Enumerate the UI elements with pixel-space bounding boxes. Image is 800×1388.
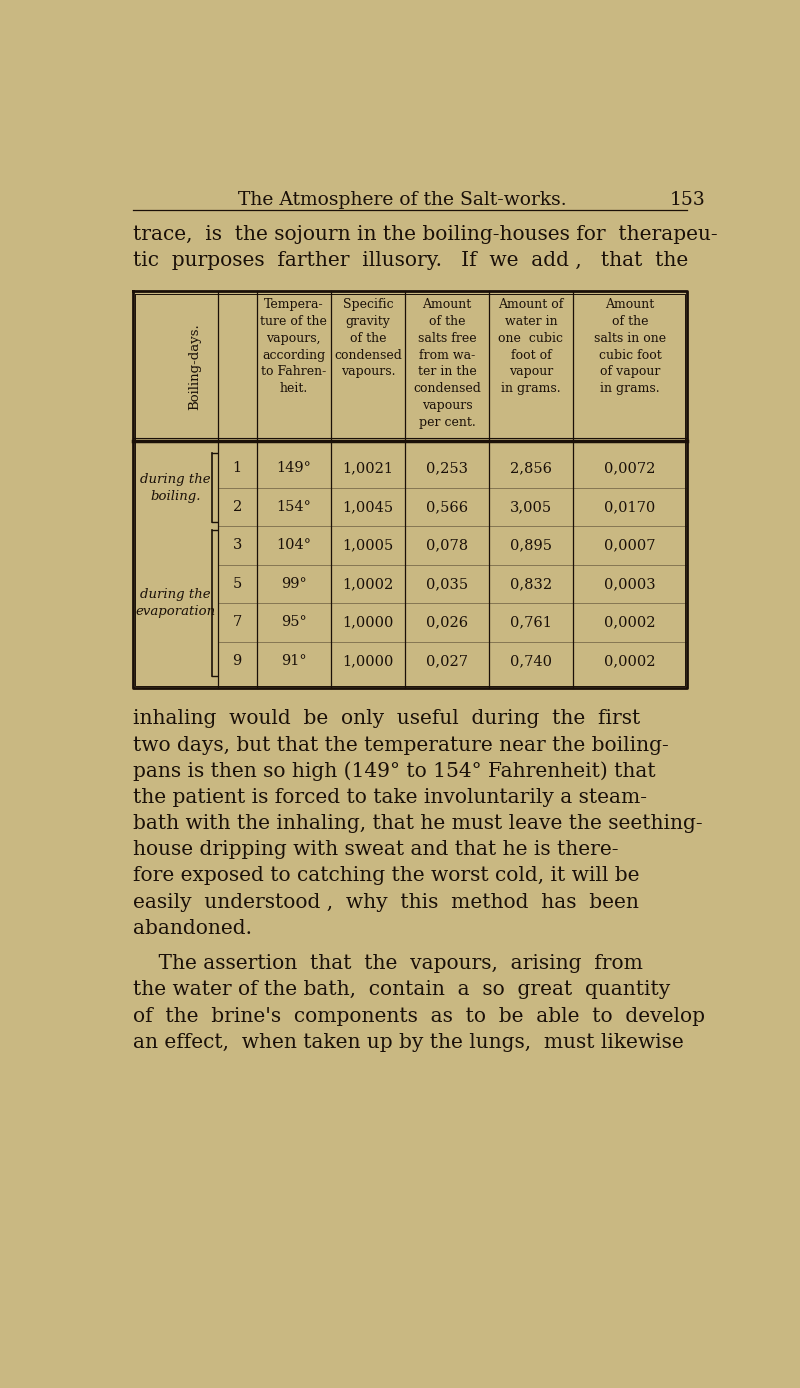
Text: 95°: 95°	[281, 615, 306, 629]
Text: 1,0002: 1,0002	[342, 577, 394, 591]
Text: 0,0072: 0,0072	[605, 461, 656, 476]
Text: inhaling  would  be  only  useful  during  the  first: inhaling would be only useful during the…	[133, 709, 640, 729]
Text: boiling.: boiling.	[150, 490, 201, 502]
Text: 1,0000: 1,0000	[342, 615, 394, 629]
Text: fore exposed to catching the worst cold, it will be: fore exposed to catching the worst cold,…	[133, 866, 639, 886]
Text: abandoned.: abandoned.	[133, 919, 251, 938]
Text: 2: 2	[233, 500, 242, 514]
Text: 2,856: 2,856	[510, 461, 552, 476]
Text: of  the  brine's  components  as  to  be  able  to  develop: of the brine's components as to be able …	[133, 1006, 705, 1026]
Text: tic  purposes  farther  illusory.   If  we  add ,   that  the: tic purposes farther illusory. If we add…	[133, 251, 688, 271]
Text: 1,0005: 1,0005	[342, 539, 394, 552]
Text: 0,078: 0,078	[426, 539, 468, 552]
Text: easily  understood ,  why  this  method  has  been: easily understood , why this method has …	[133, 892, 638, 912]
Text: trace,  is  the sojourn in the boiling-houses for  therapeu-: trace, is the sojourn in the boiling-hou…	[133, 225, 717, 244]
Text: 5: 5	[233, 577, 242, 591]
Text: 1,0021: 1,0021	[342, 461, 394, 476]
Text: 0,0002: 0,0002	[604, 654, 656, 668]
Text: 0,026: 0,026	[426, 615, 468, 629]
Text: 9: 9	[233, 654, 242, 668]
Text: two days, but that the temperature near the boiling-: two days, but that the temperature near …	[133, 736, 668, 755]
Text: 0,0170: 0,0170	[605, 500, 656, 514]
Text: Tempera-
ture of the
vapours,
according
to Fahren-
heit.: Tempera- ture of the vapours, according …	[260, 298, 327, 396]
Text: 0,0007: 0,0007	[604, 539, 656, 552]
Text: Specific
gravity
of the
condensed
vapours.: Specific gravity of the condensed vapour…	[334, 298, 402, 379]
Text: Amount of
water in
one  cubic
foot of
vapour
in grams.: Amount of water in one cubic foot of vap…	[498, 298, 563, 396]
Text: during the: during the	[140, 589, 210, 601]
Text: the water of the bath,  contain  a  so  great  quantity: the water of the bath, contain a so grea…	[133, 980, 670, 999]
Text: 0,253: 0,253	[426, 461, 468, 476]
Text: 104°: 104°	[276, 539, 311, 552]
Text: 99°: 99°	[281, 577, 306, 591]
Text: 0,0003: 0,0003	[604, 577, 656, 591]
Text: 153: 153	[670, 192, 706, 210]
Text: The Atmosphere of the Salt-works.: The Atmosphere of the Salt-works.	[238, 192, 566, 210]
Text: 1,0045: 1,0045	[342, 500, 394, 514]
Text: an effect,  when taken up by the lungs,  must likewise: an effect, when taken up by the lungs, m…	[133, 1033, 683, 1052]
Text: 0,740: 0,740	[510, 654, 552, 668]
Text: 3,005: 3,005	[510, 500, 552, 514]
Text: the patient is forced to take involuntarily a steam-: the patient is forced to take involuntar…	[133, 788, 646, 806]
Text: bath with the inhaling, that he must leave the seething-: bath with the inhaling, that he must lea…	[133, 815, 702, 833]
Text: 0,832: 0,832	[510, 577, 552, 591]
Text: 3: 3	[233, 539, 242, 552]
Text: 0,761: 0,761	[510, 615, 552, 629]
Text: Amount
of the
salts in one
cubic foot
of vapour
in grams.: Amount of the salts in one cubic foot of…	[594, 298, 666, 396]
Text: 154°: 154°	[276, 500, 311, 514]
Text: during the: during the	[140, 473, 210, 486]
Text: 1,0000: 1,0000	[342, 654, 394, 668]
Text: 0,895: 0,895	[510, 539, 552, 552]
Text: 7: 7	[233, 615, 242, 629]
Text: 1: 1	[233, 461, 242, 476]
Text: 0,035: 0,035	[426, 577, 468, 591]
Text: pans is then so high (149° to 154° Fahrenheit) that: pans is then so high (149° to 154° Fahre…	[133, 762, 655, 781]
Text: 0,027: 0,027	[426, 654, 468, 668]
Text: Amount
of the
salts free
from wa-
ter in the
condensed
vapours
per cent.: Amount of the salts free from wa- ter in…	[414, 298, 481, 429]
Text: 0,0002: 0,0002	[604, 615, 656, 629]
Text: 91°: 91°	[281, 654, 306, 668]
Text: The assertion  that  the  vapours,  arising  from: The assertion that the vapours, arising …	[133, 955, 642, 973]
Text: 149°: 149°	[276, 461, 311, 476]
Text: Boiling-days.: Boiling-days.	[188, 323, 201, 409]
Text: evaporation: evaporation	[135, 605, 215, 618]
Text: house dripping with sweat and that he is there-: house dripping with sweat and that he is…	[133, 840, 618, 859]
Text: 0,566: 0,566	[426, 500, 468, 514]
